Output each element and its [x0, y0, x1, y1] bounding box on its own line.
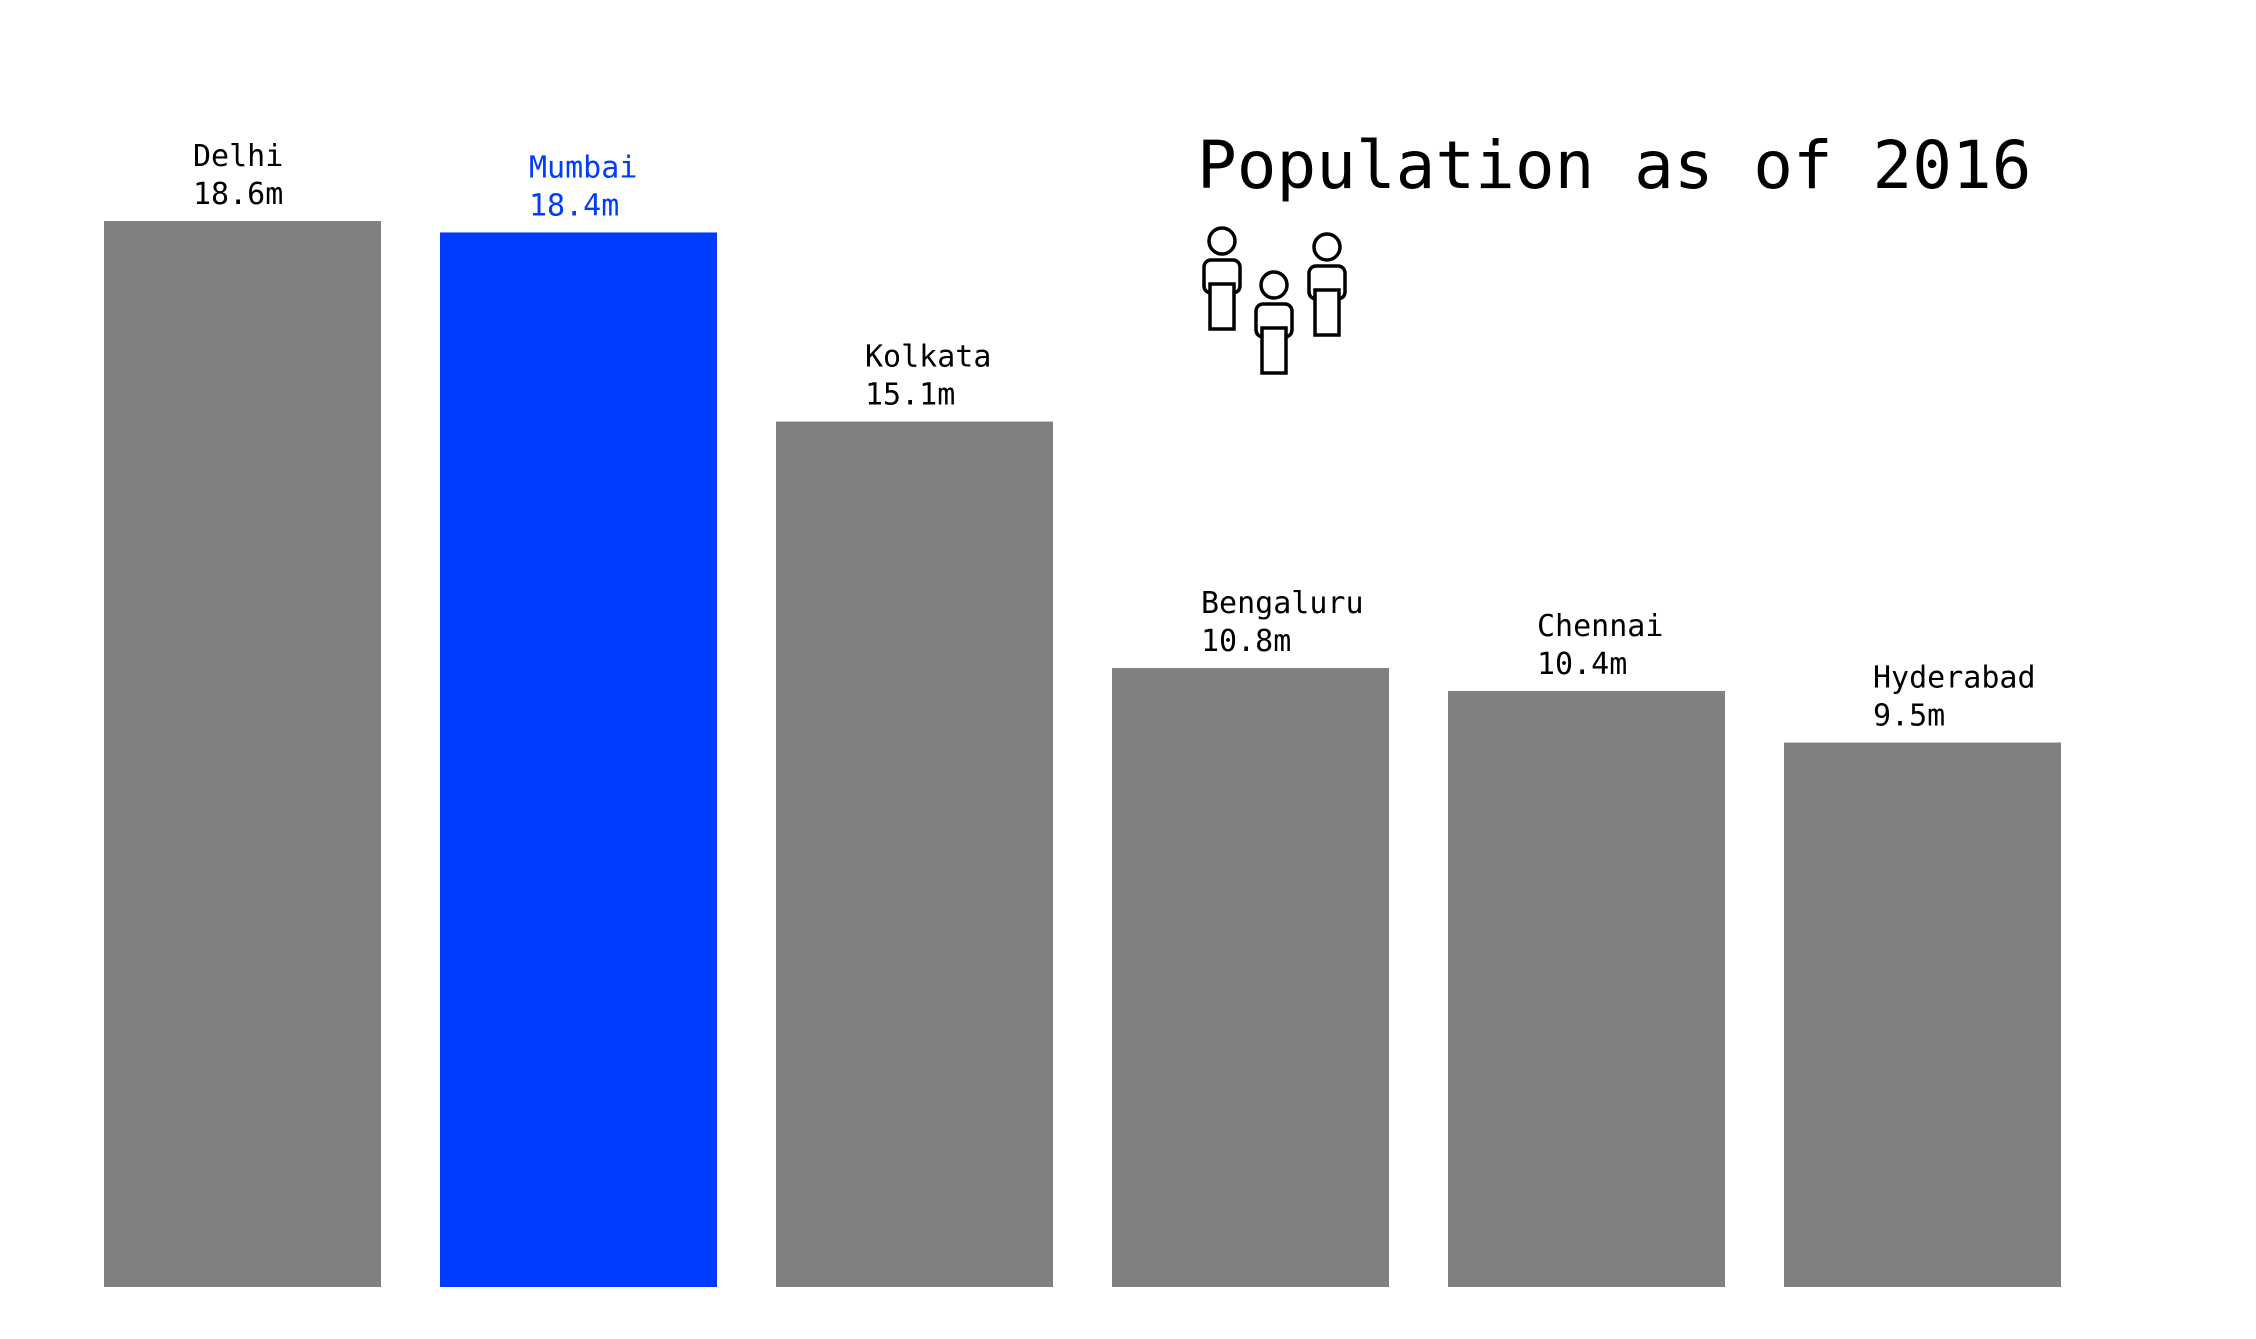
- bar-bengaluru: [1112, 668, 1389, 1287]
- value-label-bengaluru: 10.8m: [1201, 624, 1291, 659]
- bar-kolkata: [776, 421, 1053, 1287]
- category-label-bengaluru: Bengaluru: [1201, 586, 1364, 621]
- chart-title: Population as of 2016: [1197, 127, 2031, 204]
- bar-mumbai: [440, 232, 717, 1287]
- people-group-icon: [1202, 226, 1347, 375]
- bar-chennai: [1448, 690, 1725, 1287]
- category-label-chennai: Chennai: [1537, 609, 1663, 644]
- bar-delhi: [104, 221, 381, 1287]
- value-label-chennai: 10.4m: [1537, 647, 1627, 682]
- category-label-mumbai: Mumbai: [529, 150, 637, 185]
- category-label-kolkata: Kolkata: [865, 340, 991, 375]
- bars-group: [104, 221, 2061, 1287]
- value-label-kolkata: 15.1m: [865, 378, 955, 413]
- bar-hyderabad: [1784, 742, 2061, 1287]
- value-label-mumbai: 18.4m: [529, 188, 619, 223]
- category-label-hyderabad: Hyderabad: [1873, 661, 2036, 696]
- category-label-delhi: Delhi: [193, 139, 283, 174]
- value-label-delhi: 18.6m: [193, 177, 283, 212]
- value-label-hyderabad: 9.5m: [1873, 699, 1945, 734]
